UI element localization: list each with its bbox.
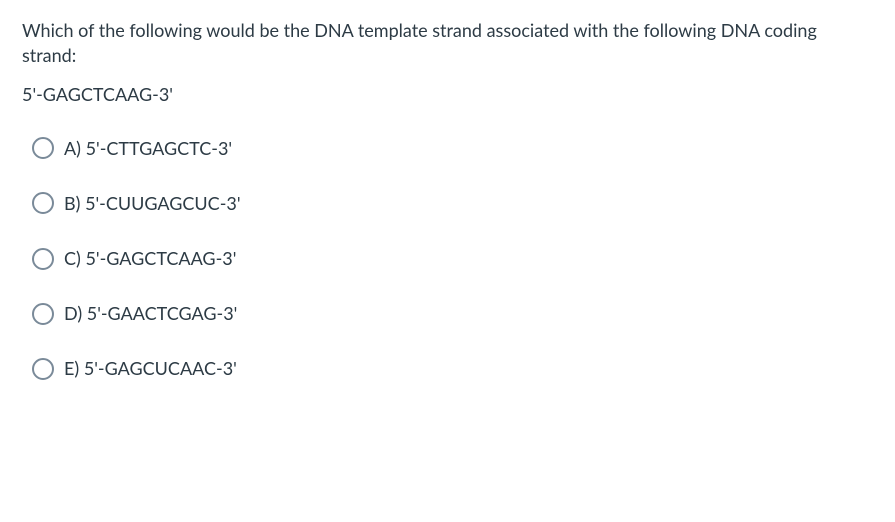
option-a[interactable]: A) 5'-CTTGAGCTC-3'	[22, 136, 873, 161]
option-letter: A)	[64, 137, 81, 159]
option-letter: D)	[64, 302, 82, 324]
option-label: E) 5'-GAGCUCAAC-3'	[64, 356, 237, 381]
option-text: 5'-GAACTCGAG-3'	[87, 302, 238, 324]
radio-icon[interactable]	[32, 137, 54, 159]
option-c[interactable]: C) 5'-GAGCTCAAG-3'	[22, 246, 873, 271]
option-e[interactable]: E) 5'-GAGCUCAAC-3'	[22, 356, 873, 381]
option-label: B) 5'-CUUGAGCUC-3'	[64, 191, 241, 216]
option-label: C) 5'-GAGCTCAAG-3'	[64, 246, 236, 271]
option-label: A) 5'-CTTGAGCTC-3'	[64, 136, 232, 161]
radio-icon[interactable]	[32, 248, 54, 270]
option-label: D) 5'-GAACTCGAG-3'	[64, 301, 237, 326]
question-stem: Which of the following would be the DNA …	[22, 18, 873, 68]
option-text: 5'-CTTGAGCTC-3'	[86, 137, 232, 159]
radio-icon[interactable]	[32, 192, 54, 214]
options-list: A) 5'-CTTGAGCTC-3' B) 5'-CUUGAGCUC-3' C)…	[22, 136, 873, 382]
option-letter: E)	[64, 357, 79, 379]
option-letter: C)	[64, 247, 81, 269]
given-strand: 5'-GAGCTCAAG-3'	[22, 82, 873, 107]
radio-icon[interactable]	[32, 358, 54, 380]
option-letter: B)	[64, 192, 80, 214]
option-b[interactable]: B) 5'-CUUGAGCUC-3'	[22, 191, 873, 216]
option-d[interactable]: D) 5'-GAACTCGAG-3'	[22, 301, 873, 326]
option-text: 5'-GAGCUCAAC-3'	[84, 357, 237, 379]
option-text: 5'-CUUGAGCUC-3'	[85, 192, 240, 214]
radio-icon[interactable]	[32, 303, 54, 325]
option-text: 5'-GAGCTCAAG-3'	[85, 247, 236, 269]
